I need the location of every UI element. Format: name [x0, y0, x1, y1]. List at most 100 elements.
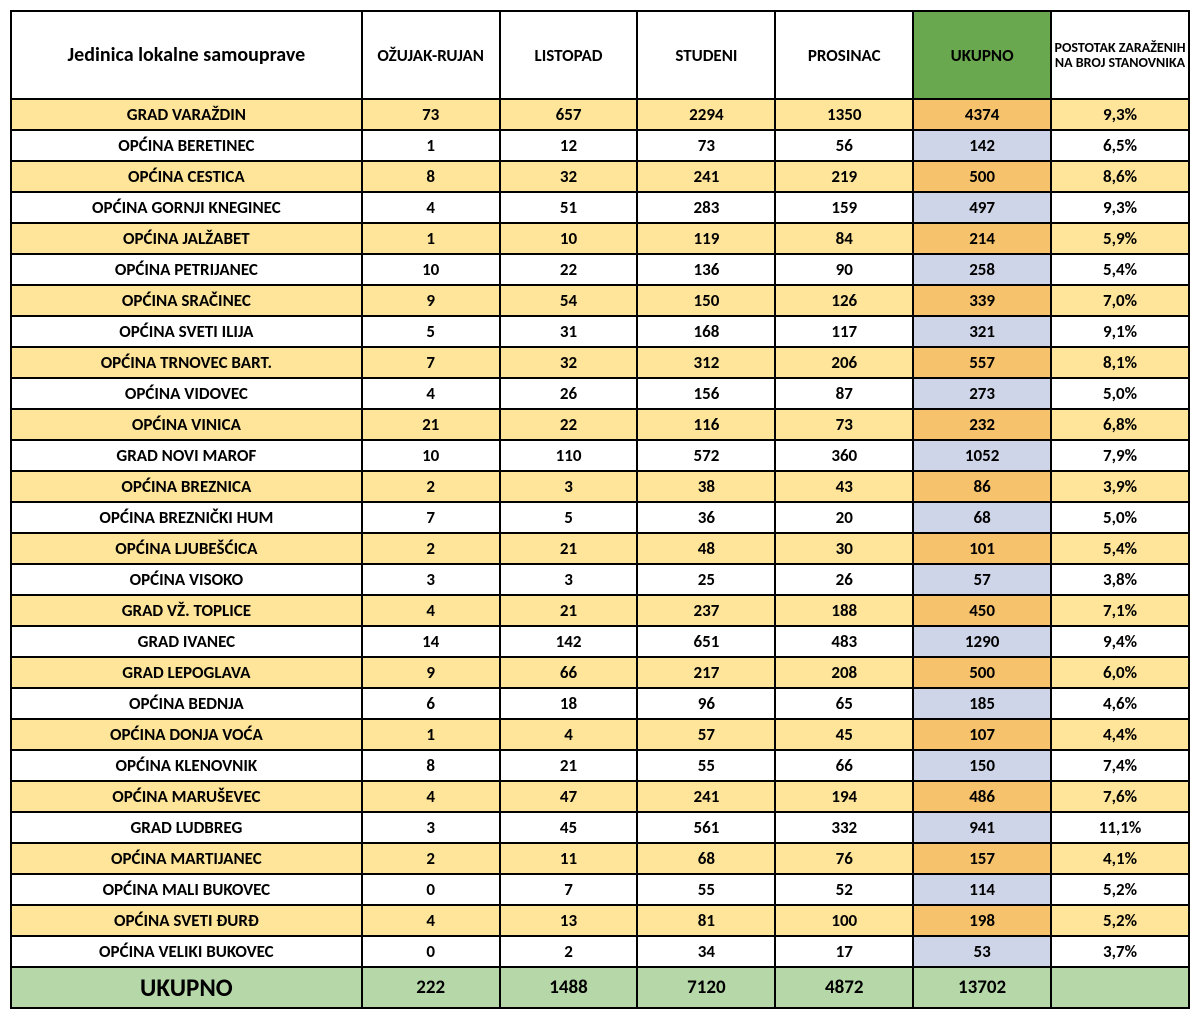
cell-c2: 3 — [500, 471, 638, 502]
cell-c3: 136 — [637, 254, 775, 285]
cell-c2: 51 — [500, 192, 638, 223]
cell-total: 500 — [913, 161, 1051, 192]
cell-name: OPĆINA GORNJI KNEGINEC — [11, 192, 362, 223]
cell-c2: 47 — [500, 781, 638, 812]
header-listopad: LISTOPAD — [500, 11, 638, 99]
cell-pct: 5,0% — [1051, 378, 1189, 409]
cell-pct: 3,7% — [1051, 936, 1189, 967]
cell-c2: 21 — [500, 750, 638, 781]
cell-c2: 31 — [500, 316, 638, 347]
cell-pct: 4,1% — [1051, 843, 1189, 874]
cell-pct: 7,1% — [1051, 595, 1189, 626]
table-row: OPĆINA LJUBEŠĆICA22148301015,4% — [11, 533, 1189, 564]
header-row: Jedinica lokalne samouprave OŽUJAK-RUJAN… — [11, 11, 1189, 99]
cell-c3: 168 — [637, 316, 775, 347]
cell-c1: 10 — [362, 254, 500, 285]
cell-c2: 45 — [500, 812, 638, 843]
cell-c3: 96 — [637, 688, 775, 719]
cell-c1: 14 — [362, 626, 500, 657]
header-name: Jedinica lokalne samouprave — [11, 11, 362, 99]
cell-name: OPĆINA DONJA VOĆA — [11, 719, 362, 750]
cell-c1: 9 — [362, 657, 500, 688]
cell-c3: 150 — [637, 285, 775, 316]
cell-c2: 10 — [500, 223, 638, 254]
cell-c2: 22 — [500, 254, 638, 285]
cell-name: OPĆINA BREZNIČKI HUM — [11, 502, 362, 533]
cell-total: 450 — [913, 595, 1051, 626]
cell-c2: 7 — [500, 874, 638, 905]
cell-name: OPĆINA KLENOVNIK — [11, 750, 362, 781]
footer-c3: 7120 — [637, 967, 775, 1008]
cell-total: 107 — [913, 719, 1051, 750]
footer-pct — [1051, 967, 1189, 1008]
cell-name: GRAD LUDBREG — [11, 812, 362, 843]
cell-c2: 54 — [500, 285, 638, 316]
cell-pct: 6,0% — [1051, 657, 1189, 688]
cell-c1: 7 — [362, 347, 500, 378]
cell-total: 57 — [913, 564, 1051, 595]
cell-total: 339 — [913, 285, 1051, 316]
cell-c4: 126 — [775, 285, 913, 316]
cell-c2: 32 — [500, 161, 638, 192]
cell-c1: 3 — [362, 812, 500, 843]
cell-pct: 5,9% — [1051, 223, 1189, 254]
cell-c3: 81 — [637, 905, 775, 936]
cell-total: 4374 — [913, 99, 1051, 130]
cell-name: GRAD VŽ. TOPLICE — [11, 595, 362, 626]
cell-pct: 7,4% — [1051, 750, 1189, 781]
cell-name: GRAD VARAŽDIN — [11, 99, 362, 130]
cell-c2: 3 — [500, 564, 638, 595]
cell-pct: 3,8% — [1051, 564, 1189, 595]
cell-total: 214 — [913, 223, 1051, 254]
cell-c4: 76 — [775, 843, 913, 874]
cell-c4: 360 — [775, 440, 913, 471]
cell-c1: 4 — [362, 905, 500, 936]
table-row: OPĆINA SRAČINEC9541501263397,0% — [11, 285, 1189, 316]
table-row: GRAD LEPOGLAVA9662172085006,0% — [11, 657, 1189, 688]
table-row: OPĆINA GORNJI KNEGINEC4512831594979,3% — [11, 192, 1189, 223]
cell-name: OPĆINA MARTIJANEC — [11, 843, 362, 874]
cell-c3: 55 — [637, 874, 775, 905]
cell-total: 114 — [913, 874, 1051, 905]
cell-name: OPĆINA SRAČINEC — [11, 285, 362, 316]
cell-total: 500 — [913, 657, 1051, 688]
cell-name: OPĆINA LJUBEŠĆICA — [11, 533, 362, 564]
footer-c1: 222 — [362, 967, 500, 1008]
cell-c2: 21 — [500, 533, 638, 564]
cell-name: OPĆINA BEDNJA — [11, 688, 362, 719]
cell-pct: 3,9% — [1051, 471, 1189, 502]
cell-c3: 73 — [637, 130, 775, 161]
cell-c1: 8 — [362, 161, 500, 192]
cell-name: OPĆINA VISOKO — [11, 564, 362, 595]
cell-c3: 237 — [637, 595, 775, 626]
cell-c3: 57 — [637, 719, 775, 750]
cell-c2: 5 — [500, 502, 638, 533]
table-row: GRAD IVANEC1414265148312909,4% — [11, 626, 1189, 657]
table-row: OPĆINA MARTIJANEC21168761574,1% — [11, 843, 1189, 874]
table-row: OPĆINA VISOKO332526573,8% — [11, 564, 1189, 595]
cell-c3: 651 — [637, 626, 775, 657]
footer-row: UKUPNO22214887120487213702 — [11, 967, 1189, 1008]
cell-c4: 208 — [775, 657, 913, 688]
table-row: OPĆINA SVETI ĐURĐ413811001985,2% — [11, 905, 1189, 936]
cell-c3: 116 — [637, 409, 775, 440]
cell-pct: 7,0% — [1051, 285, 1189, 316]
cell-c4: 332 — [775, 812, 913, 843]
cell-name: OPĆINA PETRIJANEC — [11, 254, 362, 285]
table-row: OPĆINA SVETI ILIJA5311681173219,1% — [11, 316, 1189, 347]
cell-c3: 36 — [637, 502, 775, 533]
cell-c4: 87 — [775, 378, 913, 409]
cell-c1: 9 — [362, 285, 500, 316]
header-postotak: POSTOTAK ZARAŽENIH NA BROJ STANOVNIKA — [1051, 11, 1189, 99]
cell-c1: 1 — [362, 130, 500, 161]
footer-c2: 1488 — [500, 967, 638, 1008]
cell-name: OPĆINA SVETI ILIJA — [11, 316, 362, 347]
table-row: OPĆINA MARUŠEVEC4472411944867,6% — [11, 781, 1189, 812]
cell-c2: 142 — [500, 626, 638, 657]
cell-name: OPĆINA SVETI ĐURĐ — [11, 905, 362, 936]
cell-c3: 561 — [637, 812, 775, 843]
cell-total: 497 — [913, 192, 1051, 223]
cell-c3: 2294 — [637, 99, 775, 130]
cell-pct: 5,4% — [1051, 254, 1189, 285]
cell-name: OPĆINA MALI BUKOVEC — [11, 874, 362, 905]
